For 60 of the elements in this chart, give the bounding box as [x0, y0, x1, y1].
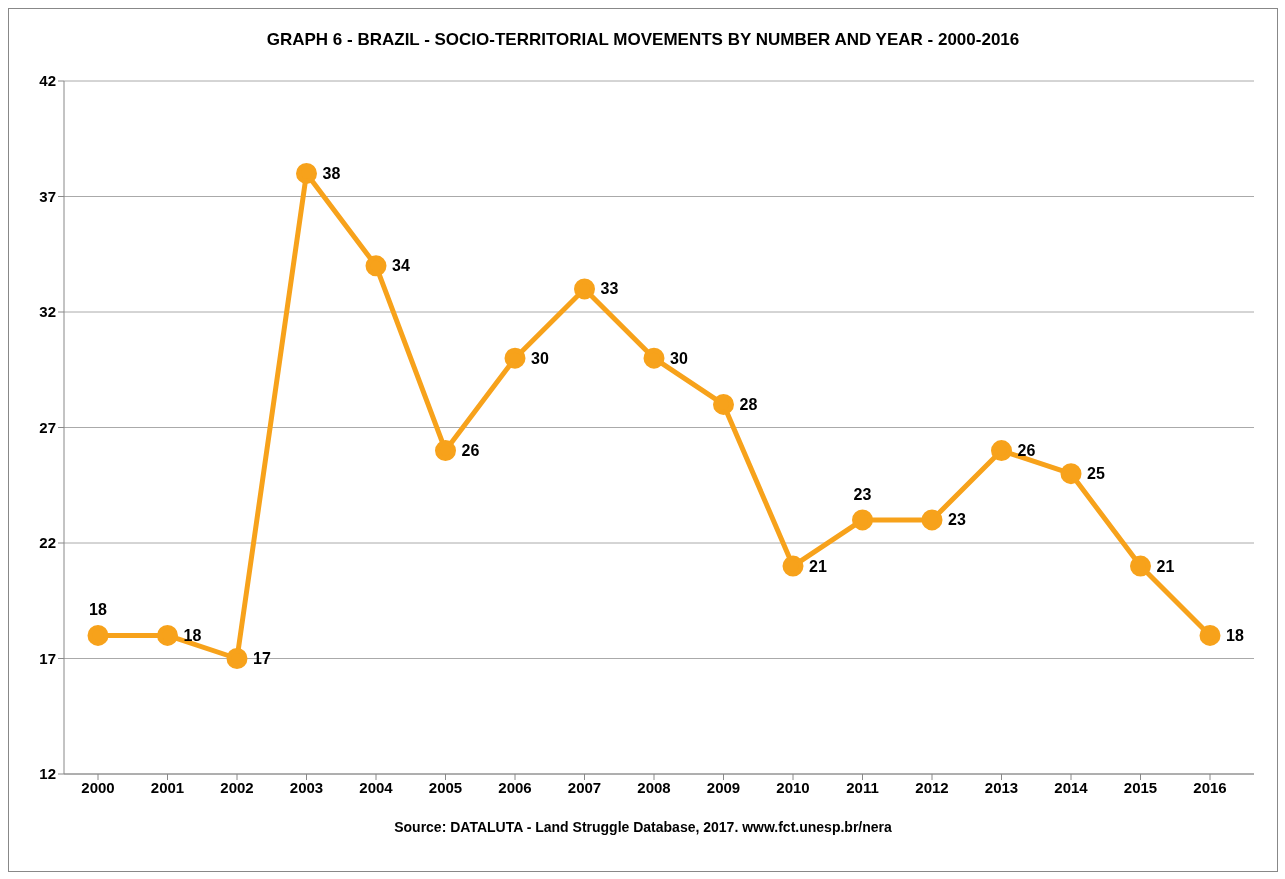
x-tick-label: 2014	[1054, 778, 1089, 796]
point	[991, 440, 1012, 462]
y-tick-label: 17	[39, 649, 56, 667]
point	[226, 648, 248, 669]
data-label: 26	[461, 442, 480, 460]
x-tick-label: 2012	[915, 778, 949, 796]
data-label: 34	[392, 257, 410, 275]
data-label: 23	[948, 511, 966, 529]
y-tick-label: 37	[39, 187, 56, 205]
point	[87, 624, 109, 646]
point	[435, 440, 456, 462]
y-tick-label: 42	[39, 72, 56, 90]
y-tick-label: 32	[39, 303, 56, 321]
x-tick-label: 2001	[150, 778, 185, 796]
point	[1199, 624, 1221, 646]
y-tick-label: 27	[39, 418, 56, 436]
chart-title: GRAPH 6 - BRAZIL - SOCIO-TERRITORIAL MOVEMENTS BY NUMBER AND YEAR - 2000-2016	[265, 29, 1021, 51]
data-label: 21	[809, 557, 827, 575]
point	[504, 347, 526, 369]
y-tick-label: 22	[39, 534, 56, 552]
point	[921, 509, 943, 531]
source-note: Source: DATALUTA - Land Struggle Database, 2017. www.fct.unesp.br/nera	[393, 819, 893, 835]
point	[574, 278, 595, 300]
data-label: 26	[1017, 442, 1036, 460]
y-tick-label: 12	[39, 765, 56, 783]
x-tick-label: 2002	[220, 778, 254, 796]
data-label: 28	[739, 395, 758, 413]
x-tick-label: 2016	[1193, 778, 1227, 796]
data-label: 30	[531, 349, 549, 367]
x-tick-label: 2003	[289, 778, 324, 796]
point	[296, 162, 317, 184]
x-tick-label: 2013	[984, 778, 1019, 796]
x-tick-label: 2005	[428, 778, 463, 796]
data-label: 18	[1226, 626, 1244, 644]
data-label: 21	[1156, 557, 1175, 575]
x-tick-label: 2007	[567, 778, 602, 796]
point	[852, 509, 873, 531]
data-label: 38	[322, 164, 341, 182]
x-tick-label: 2008	[637, 778, 671, 796]
point	[643, 347, 665, 369]
data-label: 17	[253, 650, 271, 667]
x-tick-label: 2010	[776, 778, 810, 796]
point	[713, 393, 734, 415]
x-tick-label: 2000	[81, 778, 115, 796]
point	[782, 555, 804, 577]
point	[157, 624, 178, 646]
data-label: 23	[853, 485, 872, 503]
point	[1130, 555, 1151, 577]
x-tick-label: 2011	[846, 778, 879, 796]
x-tick-label: 2009	[706, 778, 741, 796]
data-label: 33	[600, 280, 619, 298]
data-label: 30	[670, 349, 688, 367]
point	[365, 255, 387, 277]
x-tick-label: 2006	[498, 778, 532, 796]
data-label: 18	[183, 626, 202, 644]
x-tick-label: 2015	[1123, 778, 1158, 796]
point	[1060, 463, 1082, 485]
x-tick-label: 2004	[359, 778, 394, 796]
data-label: 25	[1087, 465, 1105, 483]
data-label: 18	[89, 601, 107, 619]
